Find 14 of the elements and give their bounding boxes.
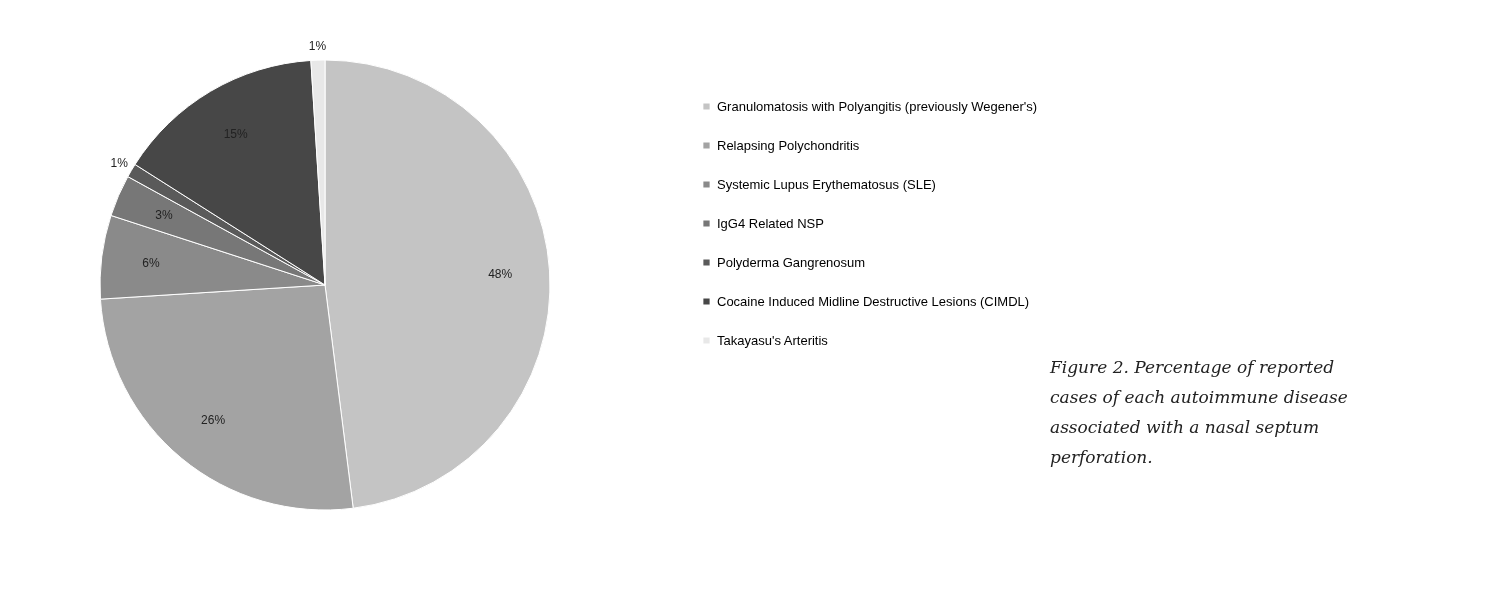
data-label: 1%: [110, 156, 129, 171]
data-label: 26%: [201, 413, 226, 428]
legend-label: Granulomatosis with Polyangitis (previously Wegener's): [717, 98, 1038, 114]
legend-label: IgG4 Related NSP: [717, 215, 824, 231]
legend-label: Takayasu's Arteritis: [717, 332, 829, 348]
legend-label: Polyderma Gangrenosum: [717, 254, 866, 270]
data-label: 48%: [488, 266, 513, 281]
legend-label: Relapsing Polychondritis: [717, 137, 860, 153]
legend-label: Cocaine Induced Midline Destructive Lesions (CIMDL): [717, 293, 1030, 309]
caption: Figure 2. Percentage of reported cases of each autoimmune disease associated with a nasal septum perforation.: [1049, 357, 1348, 467]
data-label: 3%: [155, 208, 173, 223]
data-label: 6%: [142, 256, 160, 270]
legend-label: Systemic Lupus Erythematosus (SLE): [717, 176, 936, 192]
data-label: 1%: [308, 39, 327, 54]
